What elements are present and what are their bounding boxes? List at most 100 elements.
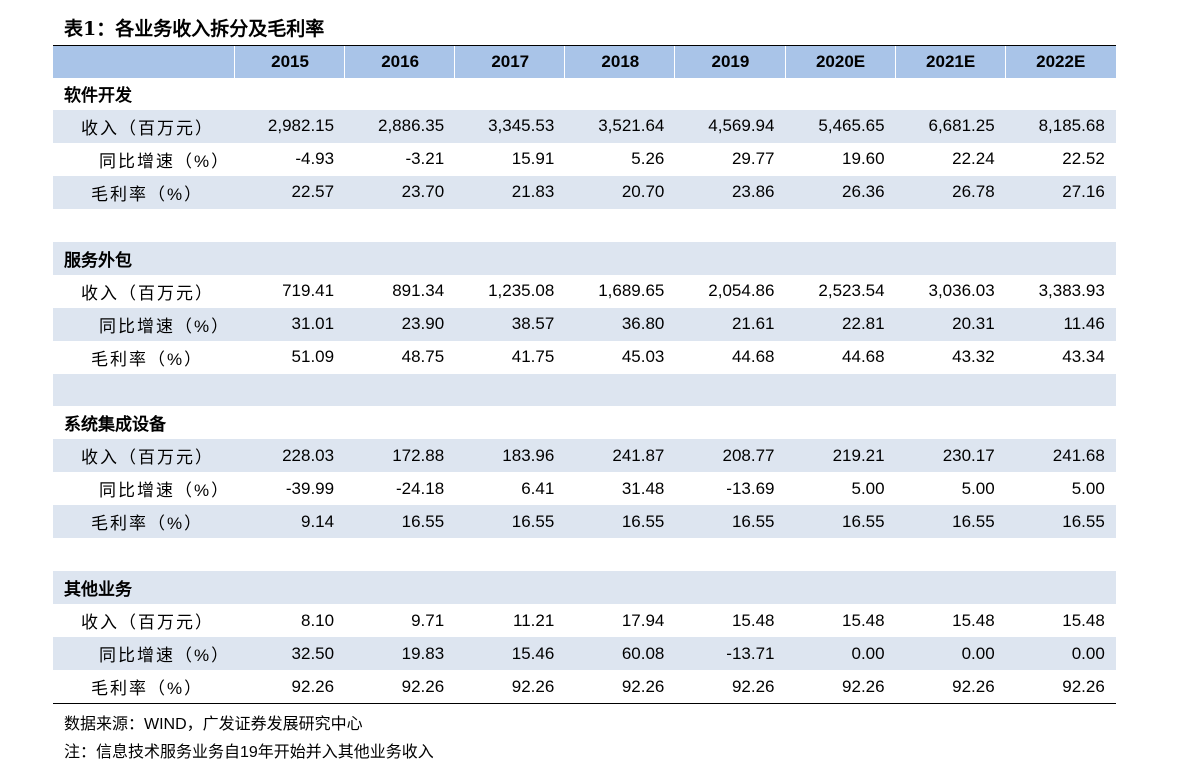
source-note: 数据来源：WIND，广发证券发展研究中心 bbox=[64, 716, 363, 733]
row-label: 毛利率（%） bbox=[91, 184, 204, 204]
data-row: 毛利率（%） 9.14 16.55 16.55 16.55 16.55 16.55 16.55… bbox=[53, 505, 1116, 539]
value-cell: 9.71 bbox=[411, 610, 445, 630]
value-cell: 6,681.25 bbox=[928, 116, 995, 136]
value-cell: 92.26 bbox=[842, 676, 885, 696]
value-cell: 29.77 bbox=[731, 149, 775, 169]
header-cell: 2021E bbox=[926, 52, 976, 71]
spacer-row bbox=[53, 373, 1116, 407]
value-cell: 5.00 bbox=[1071, 478, 1105, 498]
value-cell: 3,036.03 bbox=[928, 281, 995, 301]
value-cell: 26.78 bbox=[952, 182, 995, 202]
value-cell: 48.75 bbox=[401, 347, 445, 367]
value-cell: 92.26 bbox=[731, 676, 775, 696]
data-row: 收入（百万元） 8.10 9.71 11.21 17.94 15.48 15.48 15.48… bbox=[53, 604, 1116, 637]
table-title: 表1：各业务收入拆分及毛利率 bbox=[64, 18, 325, 40]
value-cell: 15.48 bbox=[952, 610, 995, 630]
value-cell: 38.57 bbox=[511, 314, 555, 334]
data-row: 同比增速（%） -4.93 -3.21 15.91 5.26 29.77 19.60 22.2… bbox=[53, 143, 1116, 176]
value-cell: 16.55 bbox=[1062, 511, 1105, 531]
column-separator bbox=[674, 46, 676, 78]
row-label: 同比增速（%） bbox=[99, 151, 231, 171]
value-cell: 26.36 bbox=[842, 182, 885, 202]
value-cell: 22.81 bbox=[842, 314, 885, 334]
data-row: 收入（百万元） 719.41 891.34 1,235.08 1,689.65 2,054… bbox=[53, 275, 1116, 308]
value-cell: 92.26 bbox=[621, 676, 665, 696]
value-cell: 16.55 bbox=[731, 511, 775, 531]
section-row: 其他业务 bbox=[53, 571, 1116, 605]
value-cell: 22.24 bbox=[952, 149, 995, 169]
value-cell: 31.01 bbox=[291, 314, 335, 334]
section-name: 服务外包 bbox=[64, 250, 132, 271]
value-cell: 22.52 bbox=[1062, 149, 1105, 169]
header-cell: 2020E bbox=[815, 52, 866, 71]
value-cell: 23.70 bbox=[401, 182, 445, 202]
section-row: 软件开发 bbox=[53, 77, 1116, 110]
row-label: 同比增速（%） bbox=[99, 316, 231, 336]
header-cell: 2015 bbox=[271, 52, 309, 71]
value-cell: 3,383.93 bbox=[1038, 281, 1105, 301]
value-cell: 17.94 bbox=[621, 610, 665, 630]
table: 2015 2016 2017 2018 2019 2020E 2021E 2022E 软件开发收… bbox=[53, 45, 1116, 704]
row-label: 收入（百万元） bbox=[81, 283, 214, 303]
header-cell: 2022E bbox=[1036, 52, 1086, 71]
value-cell: 92.26 bbox=[511, 676, 555, 696]
header-row: 2015 2016 2017 2018 2019 2020E 2021E 2022E bbox=[53, 45, 1116, 78]
data-row: 同比增速（%） 32.50 19.83 15.46 60.08 -13.71 0.00 0.0… bbox=[53, 637, 1116, 671]
value-cell: 15.48 bbox=[842, 610, 885, 630]
value-cell: 6.41 bbox=[521, 478, 555, 498]
value-cell: 5.00 bbox=[851, 478, 885, 498]
value-cell: 0.00 bbox=[851, 643, 885, 663]
value-cell: 92.26 bbox=[401, 676, 445, 696]
spacer-row bbox=[53, 538, 1116, 571]
value-cell: 208.77 bbox=[722, 445, 775, 465]
value-cell: 43.34 bbox=[1062, 347, 1105, 367]
row-label: 收入（百万元） bbox=[81, 118, 214, 138]
column-separator bbox=[564, 46, 566, 78]
row-label: 收入（百万元） bbox=[81, 448, 214, 468]
value-cell: 44.68 bbox=[731, 347, 775, 367]
data-row: 毛利率（%） 51.09 48.75 41.75 45.03 44.68 44.68 43.3… bbox=[53, 341, 1116, 374]
value-cell: 16.55 bbox=[842, 511, 885, 531]
value-cell: 36.80 bbox=[621, 314, 665, 334]
footnote: 注：信息技术服务业务自19年开始并入其他业务收入 bbox=[64, 744, 434, 761]
value-cell: 43.32 bbox=[952, 347, 995, 367]
data-row: 毛利率（%） 92.26 92.26 92.26 92.26 92.26 92.26 92.2… bbox=[53, 670, 1116, 703]
value-cell: 172.88 bbox=[392, 445, 445, 465]
value-cell: 241.68 bbox=[1052, 445, 1105, 465]
value-cell: 19.60 bbox=[842, 149, 885, 169]
value-cell: 2,886.35 bbox=[378, 116, 445, 136]
value-cell: 5.26 bbox=[631, 149, 665, 169]
section-name: 系统集成设备 bbox=[64, 415, 166, 436]
value-cell: 21.61 bbox=[731, 314, 775, 334]
value-cell: 3,521.64 bbox=[598, 116, 665, 136]
value-cell: 2,523.54 bbox=[818, 281, 885, 301]
section-name: 软件开发 bbox=[64, 85, 132, 106]
value-cell: 228.03 bbox=[282, 445, 335, 465]
value-cell: 41.75 bbox=[511, 347, 555, 367]
value-cell: 92.26 bbox=[291, 676, 335, 696]
value-cell: 16.55 bbox=[621, 511, 665, 531]
column-separator bbox=[454, 46, 456, 78]
value-cell: 719.41 bbox=[282, 281, 335, 301]
value-cell: 1,235.08 bbox=[488, 281, 555, 301]
value-cell: 2,982.15 bbox=[267, 116, 335, 136]
value-cell: -24.18 bbox=[395, 478, 445, 498]
value-cell: 15.48 bbox=[1062, 610, 1105, 630]
value-cell: 19.83 bbox=[401, 643, 445, 663]
value-cell: 44.68 bbox=[842, 347, 885, 367]
value-cell: 16.55 bbox=[511, 511, 555, 531]
value-cell: 0.00 bbox=[1071, 643, 1105, 663]
value-cell: 31.48 bbox=[621, 478, 665, 498]
value-cell: -3.21 bbox=[405, 149, 445, 169]
value-cell: 0.00 bbox=[961, 643, 995, 663]
value-cell: 20.31 bbox=[952, 314, 995, 334]
value-cell: 2,054.86 bbox=[708, 281, 775, 301]
value-cell: 11.21 bbox=[513, 610, 555, 630]
row-label: 同比增速（%） bbox=[99, 646, 231, 666]
column-separator bbox=[344, 46, 346, 78]
value-cell: -4.93 bbox=[295, 149, 335, 169]
value-cell: 32.50 bbox=[291, 643, 335, 663]
value-cell: 15.91 bbox=[511, 149, 555, 169]
value-cell: 241.87 bbox=[612, 445, 665, 465]
